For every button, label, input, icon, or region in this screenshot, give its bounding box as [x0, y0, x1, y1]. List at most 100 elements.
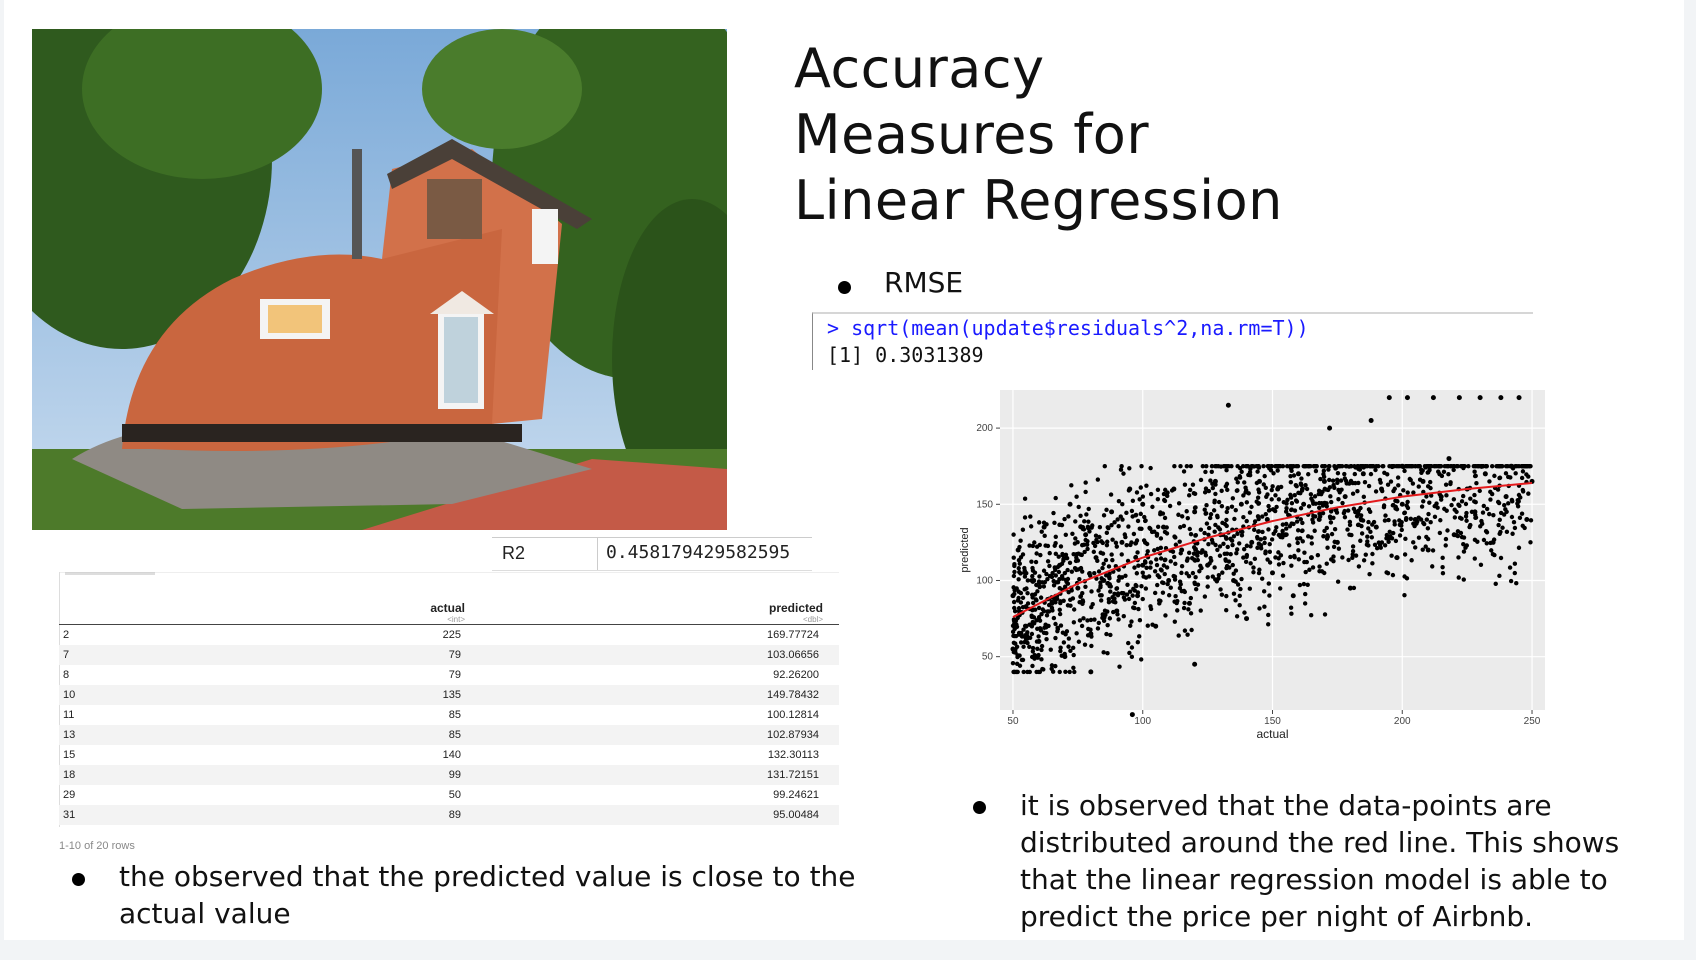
- predicted-cell: 103.06656: [481, 645, 839, 665]
- data-point: [1219, 488, 1224, 494]
- data-point: [1383, 513, 1388, 518]
- column-header-actual[interactable]: actual <int>: [135, 590, 481, 625]
- row-index-cell: 7: [59, 645, 135, 665]
- data-point: [1161, 580, 1166, 586]
- data-point: [1471, 463, 1476, 469]
- data-point: [1340, 500, 1345, 506]
- data-point: [1108, 632, 1113, 638]
- data-point: [1516, 545, 1522, 550]
- data-point: [1368, 417, 1374, 423]
- data-point: [1111, 599, 1117, 605]
- data-point: [1176, 633, 1181, 638]
- data-point: [1120, 502, 1125, 507]
- data-point: [1025, 578, 1031, 583]
- data-point: [1291, 521, 1296, 527]
- data-point: [1417, 463, 1422, 469]
- data-point: [1224, 565, 1229, 571]
- data-point: [1083, 537, 1088, 543]
- data-point: [1262, 604, 1267, 609]
- data-point: [1212, 529, 1217, 534]
- data-point: [1178, 463, 1183, 469]
- column-header-predicted[interactable]: predicted <dbl>: [481, 590, 839, 625]
- data-point: [1267, 541, 1272, 547]
- data-point: [1173, 594, 1178, 599]
- data-point: [1319, 491, 1324, 497]
- data-point: [1334, 477, 1340, 483]
- data-point: [1363, 552, 1368, 557]
- data-point: [1419, 504, 1425, 509]
- data-point: [1235, 480, 1240, 485]
- data-point: [1029, 631, 1035, 637]
- data-point: [1397, 518, 1402, 523]
- data-point: [1170, 549, 1176, 554]
- data-point: [1461, 541, 1466, 547]
- data-point: [1290, 593, 1296, 599]
- data-point: [1121, 590, 1126, 596]
- data-point: [1185, 632, 1190, 637]
- data-point: [1014, 644, 1020, 649]
- data-point: [1234, 614, 1240, 619]
- data-point: [1152, 590, 1158, 596]
- data-point: [1378, 545, 1383, 550]
- data-point: [1519, 511, 1525, 516]
- data-point: [1424, 494, 1429, 499]
- data-point: [1328, 520, 1334, 525]
- data-point: [1391, 530, 1396, 536]
- data-point: [1014, 586, 1019, 591]
- data-point: [1193, 575, 1198, 580]
- data-point: [1438, 494, 1444, 500]
- data-point: [1081, 527, 1087, 532]
- data-point: [1029, 614, 1035, 620]
- data-point: [1037, 542, 1042, 548]
- data-point: [1421, 499, 1426, 504]
- data-point: [1347, 481, 1352, 486]
- data-point: [1350, 480, 1356, 486]
- data-point: [1437, 463, 1442, 469]
- data-point: [1177, 585, 1183, 591]
- data-point: [1197, 569, 1202, 574]
- data-point: [1333, 466, 1338, 471]
- data-point: [1244, 616, 1250, 622]
- data-point: [1213, 522, 1218, 528]
- data-point: [1062, 570, 1068, 576]
- right-conclusion-bullet: it is observed that the data-points are …: [1020, 789, 1620, 933]
- data-point: [1511, 520, 1517, 525]
- data-point: [1331, 554, 1336, 559]
- data-point: [1420, 547, 1425, 552]
- data-point: [1261, 463, 1266, 469]
- column-name: actual: [430, 601, 465, 615]
- data-point: [1011, 617, 1017, 622]
- data-point: [1423, 544, 1428, 549]
- data-point: [1137, 497, 1142, 502]
- data-point: [1244, 500, 1250, 505]
- data-point: [1108, 584, 1113, 589]
- data-point: [1302, 463, 1307, 469]
- data-point: [1299, 488, 1305, 493]
- data-point: [1484, 506, 1490, 512]
- data-point: [1249, 504, 1254, 510]
- data-point: [1092, 617, 1097, 622]
- data-point: [1280, 522, 1286, 527]
- data-point: [1022, 496, 1028, 501]
- data-point: [1298, 517, 1304, 522]
- data-point: [1202, 507, 1207, 512]
- data-point: [1365, 539, 1370, 544]
- data-point: [1192, 491, 1198, 496]
- data-point: [1327, 477, 1332, 483]
- data-point: [1440, 564, 1445, 570]
- data-point: [1061, 558, 1066, 564]
- data-point: [1430, 564, 1435, 569]
- data-point: [1359, 531, 1365, 536]
- data-point: [1058, 623, 1064, 628]
- data-point: [1255, 495, 1261, 500]
- data-point: [1451, 532, 1457, 538]
- actual-cell: 135: [135, 685, 481, 705]
- data-point: [1442, 463, 1447, 469]
- data-point: [1509, 497, 1515, 503]
- data-point: [1217, 527, 1223, 532]
- data-point: [1124, 543, 1129, 548]
- data-point: [1497, 475, 1502, 481]
- data-point: [1126, 596, 1132, 602]
- data-point: [1288, 479, 1294, 485]
- data-point: [1276, 463, 1282, 469]
